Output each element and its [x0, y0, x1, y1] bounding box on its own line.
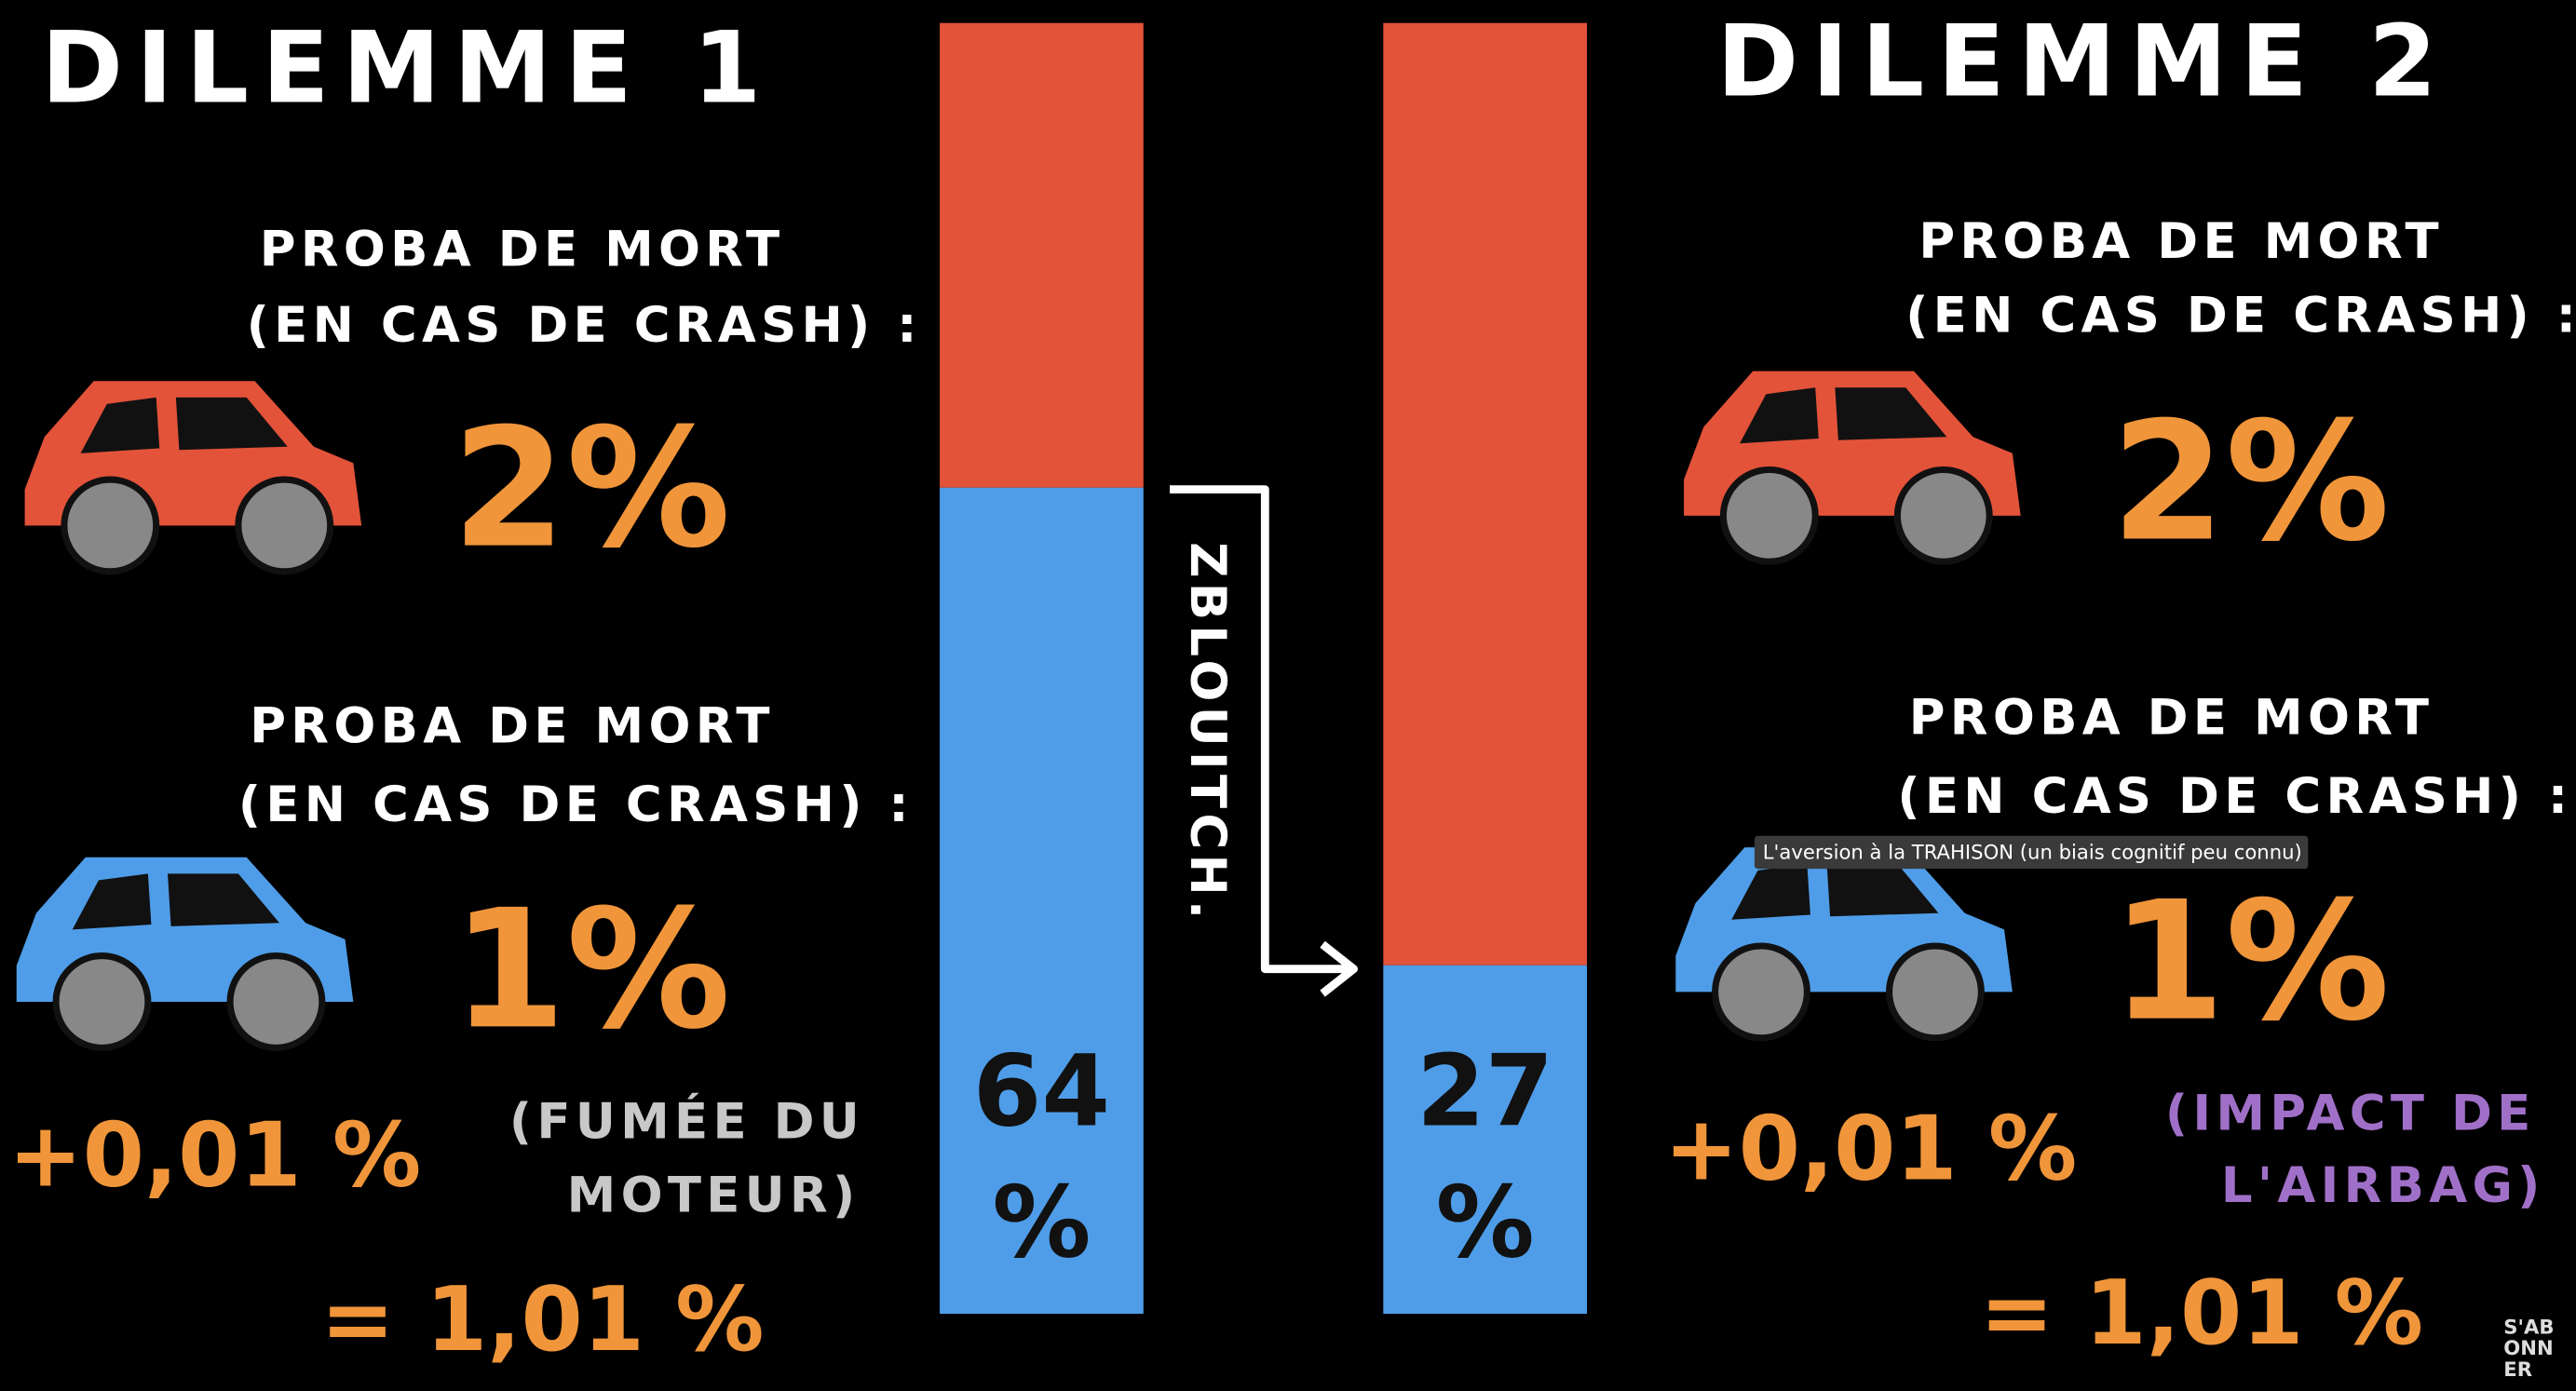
percent: 1%	[452, 873, 730, 1065]
label: PROBA DE MORT	[1918, 213, 2444, 270]
label: PROBA DE MORT	[250, 697, 775, 754]
label: (EN CAS DE CRASH) :	[1905, 287, 2576, 344]
percent: 2%	[2111, 386, 2390, 578]
label: (EN CAS DE CRASH) :	[238, 777, 914, 833]
bar-share	[940, 487, 1144, 1315]
label: (EN CAS DE CRASH) :	[1897, 768, 2572, 825]
tooltip-bg	[1754, 835, 2309, 870]
total: = 1,01 %	[320, 1269, 765, 1371]
tooltip: L'aversion à la TRAHISON (un biais cogni…	[1763, 841, 2302, 864]
note: MOTEUR)	[567, 1168, 861, 1224]
arrow-label: ZBLOUITCH.	[1179, 542, 1236, 924]
bar-value: 64	[973, 1033, 1110, 1148]
label: PROBA DE MORT	[260, 222, 785, 278]
bars: 64% 27%	[940, 22, 1588, 1315]
addition: +0,01 %	[8, 1105, 421, 1208]
note: L'AIRBAG)	[2221, 1157, 2545, 1214]
title: DILEMME 1	[41, 10, 774, 125]
label: PROBA DE MORT	[1909, 689, 2434, 746]
total: = 1,01 %	[1980, 1263, 2424, 1365]
note: (FUMÉE DU	[509, 1091, 864, 1150]
percent: 2%	[452, 393, 730, 585]
arrow	[1170, 485, 1358, 997]
title: DILEMME 2	[1716, 4, 2449, 118]
watermark: S'AB	[2503, 1315, 2554, 1338]
percent: 1%	[2111, 866, 2390, 1058]
bar-share	[1383, 965, 1588, 1315]
bar-unit: %	[992, 1165, 1091, 1279]
bar-rest	[1383, 22, 1588, 966]
bar-rest	[940, 22, 1144, 488]
bar-value: 27	[1417, 1033, 1553, 1148]
addition: +0,01 %	[1664, 1098, 2077, 1200]
label: (EN CAS DE CRASH) :	[247, 297, 922, 354]
watermark: ER	[2503, 1357, 2532, 1381]
bar-unit: %	[1436, 1165, 1535, 1279]
watermark: ONN	[2503, 1336, 2553, 1359]
note: (IMPACT DE	[2165, 1086, 2536, 1142]
